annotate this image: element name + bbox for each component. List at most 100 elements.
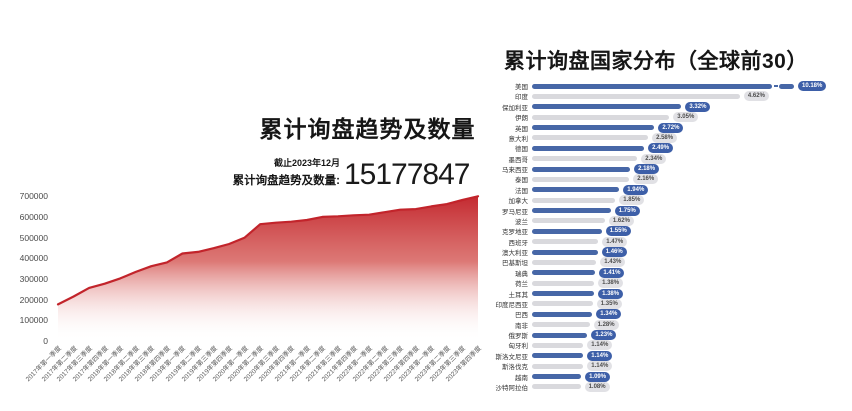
bar (532, 208, 611, 213)
bar-row-label: 巴西 (515, 312, 528, 320)
bar-row: 法国 1.94% (492, 184, 852, 195)
bar-row: 意大利 2.58% (492, 132, 852, 143)
left-chart-title: 累计询盘趋势及数量 (259, 116, 476, 143)
value-badge: 2.72% (658, 122, 684, 133)
bar-row-label: 越南 (515, 374, 528, 382)
value-badge: 1.14% (587, 361, 613, 372)
value-badge: 10.18% (798, 81, 827, 91)
bar (532, 270, 596, 276)
bar (532, 239, 599, 245)
bar-row: 土耳其 1.38% (492, 288, 852, 299)
bar-row: 墨西哥 2.34% (492, 153, 852, 164)
value-badge: 1.09% (585, 371, 611, 382)
value-badge: 1.28% (593, 319, 619, 330)
bar (532, 218, 605, 224)
bar (532, 83, 772, 89)
bar (532, 280, 595, 286)
y-axis-tick: 0 (43, 336, 48, 346)
value-badge: 1.08% (584, 381, 610, 392)
bar-row-label: 意大利 (508, 135, 529, 143)
bar (532, 363, 584, 369)
bar-row-label: 印度尼西亚 (495, 301, 529, 309)
bar (532, 322, 590, 328)
bar-row: 斯洛文尼亚 1.14% (492, 350, 852, 361)
value-badge: 1.94% (623, 184, 649, 195)
bar-row: 印度尼西亚 1.35% (492, 298, 852, 309)
y-axis-tick: 200000 (19, 294, 48, 305)
bar (532, 135, 649, 141)
bar-row-label: 荷兰 (515, 281, 528, 289)
bar (532, 332, 588, 338)
bar (532, 176, 630, 182)
value-badge: 1.46% (601, 247, 627, 257)
bar-row-label: 墨西哥 (508, 156, 529, 164)
bar (532, 342, 584, 348)
bar (532, 125, 655, 130)
bar (532, 228, 602, 234)
right-chart-title: 累计询盘国家分布（全球前30） (504, 50, 808, 74)
value-badge: 2.18% (634, 164, 660, 174)
bar-row: 马来西亚 2.18% (492, 164, 852, 174)
value-badge: 1.43% (600, 257, 626, 268)
bar-row: 越南 1.09% (492, 371, 852, 382)
bar-row: 瑞典 1.41% (492, 267, 852, 278)
bar-row: 沙特阿拉伯 1.08% (492, 381, 852, 392)
bar (532, 384, 581, 390)
bar-row-label: 加拿大 (508, 198, 529, 206)
bar-row-label: 印度 (515, 94, 528, 102)
bar-row-label: 南非 (515, 322, 528, 330)
value-badge: 1.38% (598, 288, 624, 299)
bar (532, 145, 645, 151)
bar-row-label: 沙特阿拉伯 (495, 384, 529, 392)
y-axis-tick: 500000 (19, 232, 48, 243)
bar-row: 印度 4.62% (492, 91, 852, 102)
bar-row: 俄罗斯 1.23% (492, 330, 852, 340)
bar-row: 波兰 1.62% (492, 215, 852, 226)
bar (532, 374, 582, 379)
bar-row: 罗马尼亚 1.75% (492, 205, 852, 216)
value-badge: 2.16% (633, 174, 659, 185)
bar-row-label: 美国 (515, 84, 528, 91)
bar (532, 166, 631, 172)
value-badge: 1.55% (605, 226, 631, 237)
bar (532, 291, 595, 296)
y-axis-tick: 700000 (19, 191, 48, 202)
area-fill (58, 196, 478, 341)
bar-row: 巴基斯坦 1.43% (492, 257, 852, 268)
bar-row: 西班牙 1.47% (492, 236, 852, 247)
value-badge: 1.14% (587, 340, 613, 351)
total-stats-block: 截止2023年12月 累计询盘趋势及数量: (140, 156, 340, 188)
bar-row-label: 巴基斯坦 (502, 260, 528, 268)
area-line (56, 195, 480, 306)
bar-row: 荷兰 1.38% (492, 278, 852, 289)
value-badge: 1.34% (596, 309, 622, 320)
bar-row: 保加利亚 3.32% (492, 101, 852, 112)
bar-row-label: 马来西亚 (502, 167, 528, 174)
bar-row-label: 瑞典 (515, 270, 528, 278)
bar-row: 加拿大 1.85% (492, 195, 852, 206)
value-badge: 4.62% (743, 91, 769, 102)
bar-row: 斯洛伐克 1.14% (492, 361, 852, 372)
value-badge: 3.05% (673, 112, 699, 123)
bar-row-label: 澳大利亚 (502, 250, 528, 257)
bar-row: 英国 2.72% (492, 122, 852, 133)
bar (532, 197, 616, 203)
value-badge: 1.38% (598, 278, 624, 289)
bar-row-label: 法国 (515, 187, 528, 195)
bar-row: 南非 1.28% (492, 319, 852, 330)
bar-row-label: 西班牙 (508, 239, 529, 247)
bar-row: 德国 2.49% (492, 143, 852, 154)
bar-segment (779, 83, 794, 89)
bar-row-label: 斯洛文尼亚 (495, 353, 529, 361)
bar-row-label: 伊朗 (515, 115, 528, 123)
bar-row-label: 德国 (515, 146, 528, 154)
bar (532, 249, 598, 255)
axis-break-icon (772, 84, 779, 89)
value-badge: 1.47% (602, 236, 628, 247)
bar-row: 克罗地亚 1.55% (492, 226, 852, 237)
bar-row-label: 匈牙利 (508, 343, 529, 351)
y-axis-tick: 400000 (19, 253, 48, 264)
value-badge: 1.75% (614, 205, 640, 216)
bar-row-label: 斯洛伐克 (502, 364, 528, 372)
